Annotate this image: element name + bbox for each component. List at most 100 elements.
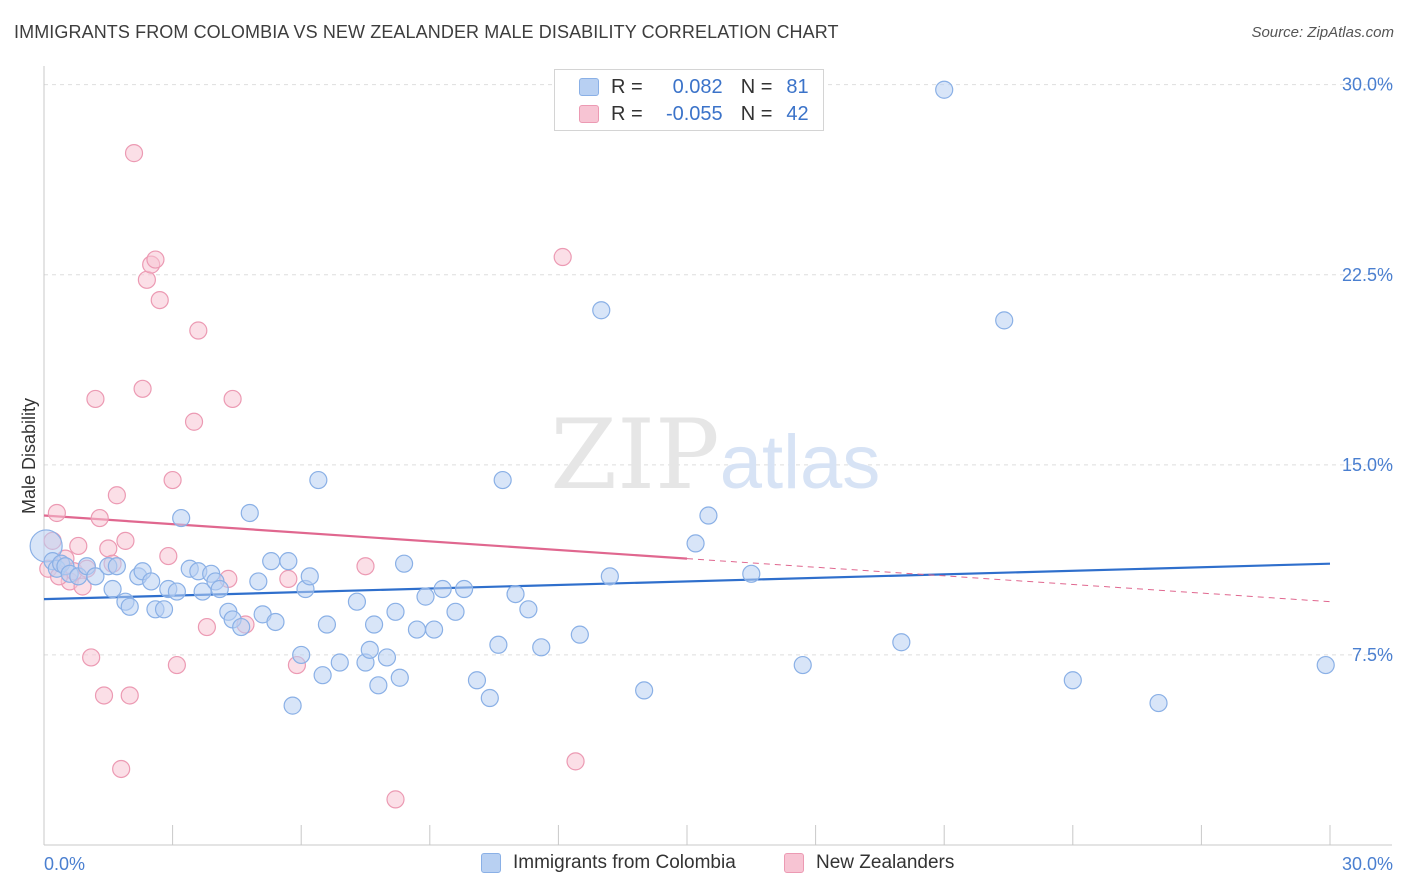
data-point-colombia <box>793 655 812 675</box>
data-point-colombia <box>407 620 427 639</box>
data-point-new-zealanders <box>279 569 298 588</box>
data-point-colombia <box>330 653 349 672</box>
data-point-colombia <box>300 567 319 586</box>
data-point-new-zealanders <box>386 790 405 809</box>
legend-label-colombia: Immigrants from Colombia <box>513 852 736 873</box>
data-point-colombia <box>699 506 718 525</box>
watermark-atlas: atlas <box>720 420 881 505</box>
legend-row-new-zealanders: R = -0.055 N = 42 <box>555 101 809 127</box>
data-point-colombia <box>892 633 911 652</box>
data-point-colombia <box>489 635 508 654</box>
data-point-colombia <box>292 645 311 665</box>
data-point-new-zealanders <box>163 470 182 490</box>
y-tick-label: 30.0% <box>1342 75 1393 95</box>
y-tick-label: 22.5% <box>1342 265 1393 285</box>
data-point-colombia <box>424 620 444 639</box>
data-point-colombia <box>232 617 251 637</box>
series-legend: Immigrants from Colombia New Zealanders <box>0 852 1406 878</box>
data-point-colombia <box>154 600 174 619</box>
data-point-colombia <box>142 572 161 591</box>
data-point-colombia <box>592 301 611 320</box>
data-point-colombia <box>369 676 388 695</box>
data-point-colombia <box>107 557 126 576</box>
legend-swatch-blue <box>579 78 599 96</box>
data-point-colombia <box>446 602 465 621</box>
data-point-colombia <box>686 534 705 553</box>
legend-r-value: 0.082 <box>672 75 723 98</box>
data-point-colombia <box>742 564 761 583</box>
x-tick-label-max: 30.0% <box>1342 854 1393 874</box>
legend-row-colombia: R = 0.082 N = 81 <box>555 74 809 100</box>
data-point-new-zealanders <box>82 648 101 667</box>
data-point-colombia <box>454 579 474 599</box>
data-point-colombia <box>283 696 302 715</box>
data-point-new-zealanders <box>47 503 66 523</box>
legend-label-new-zealanders: New Zealanders <box>816 852 955 873</box>
data-point-colombia <box>360 640 379 659</box>
legend-swatch-pink <box>579 105 599 123</box>
data-point-colombia <box>467 671 487 690</box>
data-point-colombia <box>377 648 397 667</box>
data-point-colombia <box>167 582 186 601</box>
chart-title: IMMIGRANTS FROM COLOMBIA VS NEW ZEALANDE… <box>14 22 839 42</box>
data-point-new-zealanders <box>94 686 114 705</box>
data-point-colombia <box>279 552 298 571</box>
data-point-colombia <box>532 638 551 657</box>
data-point-new-zealanders <box>223 389 242 409</box>
data-point-colombia <box>386 602 405 621</box>
watermark-zip: ZIP <box>550 399 719 511</box>
y-axis-title: Male Disability <box>19 398 39 514</box>
legend-n-label: N = <box>740 102 773 125</box>
data-point-colombia <box>390 668 409 687</box>
watermark: ZIP atlas <box>550 399 880 511</box>
legend-item-new-zealanders[interactable]: New Zealanders <box>784 852 954 874</box>
data-point-colombia <box>995 311 1014 330</box>
data-point-colombia <box>935 80 954 99</box>
legend-n-value: 42 <box>786 102 809 125</box>
data-point-new-zealanders <box>189 321 208 340</box>
data-point-new-zealanders <box>146 250 165 269</box>
data-point-colombia <box>103 579 122 599</box>
trend-lines <box>43 514 1331 603</box>
data-point-colombia <box>506 584 525 604</box>
data-point-colombia <box>394 554 414 573</box>
data-point-new-zealanders <box>197 617 216 637</box>
data-point-colombia <box>570 625 589 644</box>
data-point-new-zealanders <box>553 247 572 267</box>
data-point-colombia <box>240 503 259 523</box>
data-point-colombia <box>317 615 337 634</box>
data-point-new-zealanders <box>167 655 186 675</box>
data-point-colombia <box>433 579 452 599</box>
data-point-colombia <box>249 572 268 591</box>
trend-line-new-zealanders <box>43 514 688 560</box>
data-point-colombia <box>347 592 367 611</box>
data-point-colombia <box>1316 655 1335 675</box>
trend-extension-new-zealanders <box>686 558 1331 603</box>
data-point-new-zealanders <box>184 412 204 431</box>
data-point-new-zealanders <box>69 536 88 556</box>
data-point-new-zealanders <box>124 144 144 163</box>
data-point-new-zealanders <box>150 290 169 310</box>
series-colombia <box>29 80 1335 715</box>
data-point-new-zealanders <box>566 752 585 771</box>
gridlines <box>44 84 1392 656</box>
correlation-legend: R = 0.082 N = 81 R = -0.055 N = 42 <box>554 69 824 131</box>
trend-line-colombia <box>43 562 1331 601</box>
legend-swatch-pink <box>784 853 804 873</box>
legend-item-colombia[interactable]: Immigrants from Colombia <box>481 852 736 874</box>
data-point-new-zealanders <box>107 486 126 505</box>
data-point-new-zealanders <box>137 270 156 289</box>
legend-r-value: -0.055 <box>665 102 723 125</box>
data-point-colombia <box>262 552 281 571</box>
data-point-colombia <box>1063 671 1082 690</box>
data-point-colombia <box>364 615 384 634</box>
data-point-new-zealanders <box>99 539 118 558</box>
data-point-colombia <box>210 579 229 599</box>
legend-r-label: R = <box>611 75 643 98</box>
data-point-colombia <box>480 688 499 708</box>
data-point-colombia <box>86 567 105 586</box>
data-point-colombia <box>120 597 139 616</box>
legend-r-label: R = <box>611 102 643 125</box>
data-point-colombia <box>1149 693 1168 713</box>
